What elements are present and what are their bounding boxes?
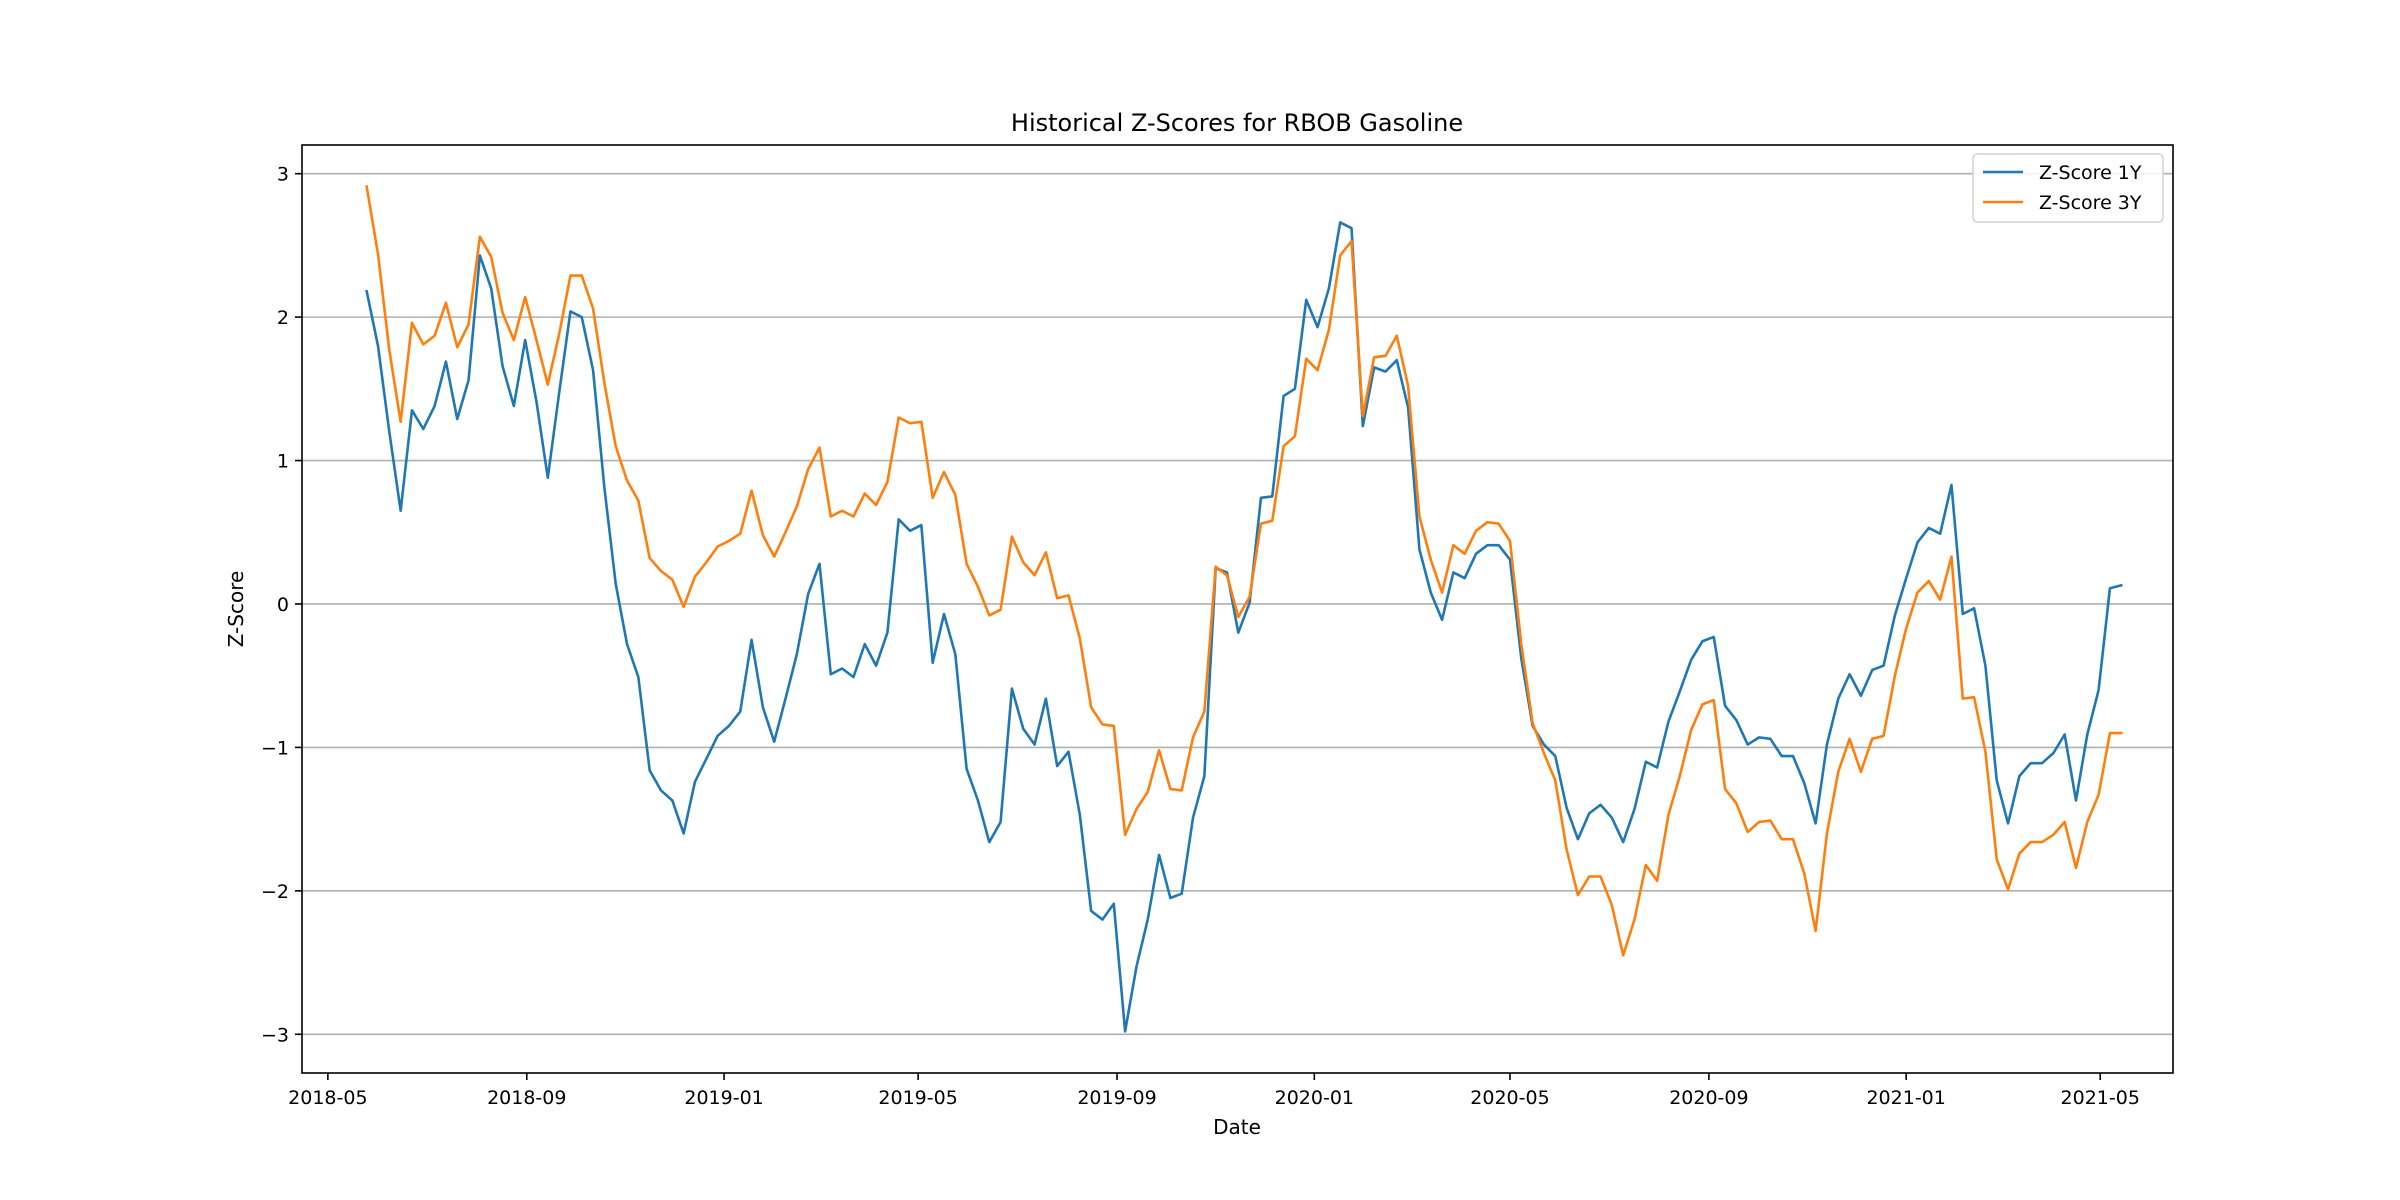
- legend: Z-Score 1Y Z-Score 3Y: [1972, 153, 2164, 223]
- y-tick-label: −2: [261, 881, 289, 903]
- series-line-z-score-1y: [365, 221, 2123, 1033]
- x-tick-label: 2019-01: [684, 1087, 763, 1109]
- legend-label-z-score-1y: Z-Score 1Y: [2039, 162, 2142, 184]
- x-axis-title: Date: [1213, 1115, 1261, 1139]
- x-tick-label: 2020-09: [1669, 1087, 1748, 1109]
- x-tick-label: 2019-09: [1077, 1087, 1156, 1109]
- x-tick-label: 2020-05: [1470, 1087, 1549, 1109]
- plot-frame: [301, 144, 2174, 1074]
- series-line-z-score-3y: [365, 185, 2123, 957]
- x-tick-label: 2018-09: [487, 1087, 566, 1109]
- x-tick-label: 2021-05: [2061, 1087, 2140, 1109]
- legend-label-z-score-3y: Z-Score 3Y: [2039, 192, 2142, 214]
- x-tick-label: 2018-05: [288, 1087, 367, 1109]
- y-axis-title: Z-Score: [224, 571, 248, 648]
- x-tick-label: 2020-01: [1275, 1087, 1354, 1109]
- grid-layer: [302, 172, 2173, 1036]
- y-tick-label: 3: [277, 164, 289, 186]
- y-tick-label: 1: [277, 451, 289, 473]
- y-tick-label: −3: [261, 1024, 289, 1046]
- chart-title: Historical Z-Scores for RBOB Gasoline: [1011, 109, 1463, 137]
- tick-layer: 3 2 1 0 −1 −2 −3 2018-05 2018-09 2019-01 2019-05 20…: [261, 164, 2140, 1109]
- y-tick-label: 2: [277, 307, 289, 329]
- x-tick-label: 2019-05: [878, 1087, 957, 1109]
- y-tick-label: 0: [277, 594, 289, 616]
- y-tick-label: −1: [261, 737, 289, 759]
- series-layer: [365, 185, 2123, 1033]
- x-tick-label: 2021-01: [1866, 1087, 1945, 1109]
